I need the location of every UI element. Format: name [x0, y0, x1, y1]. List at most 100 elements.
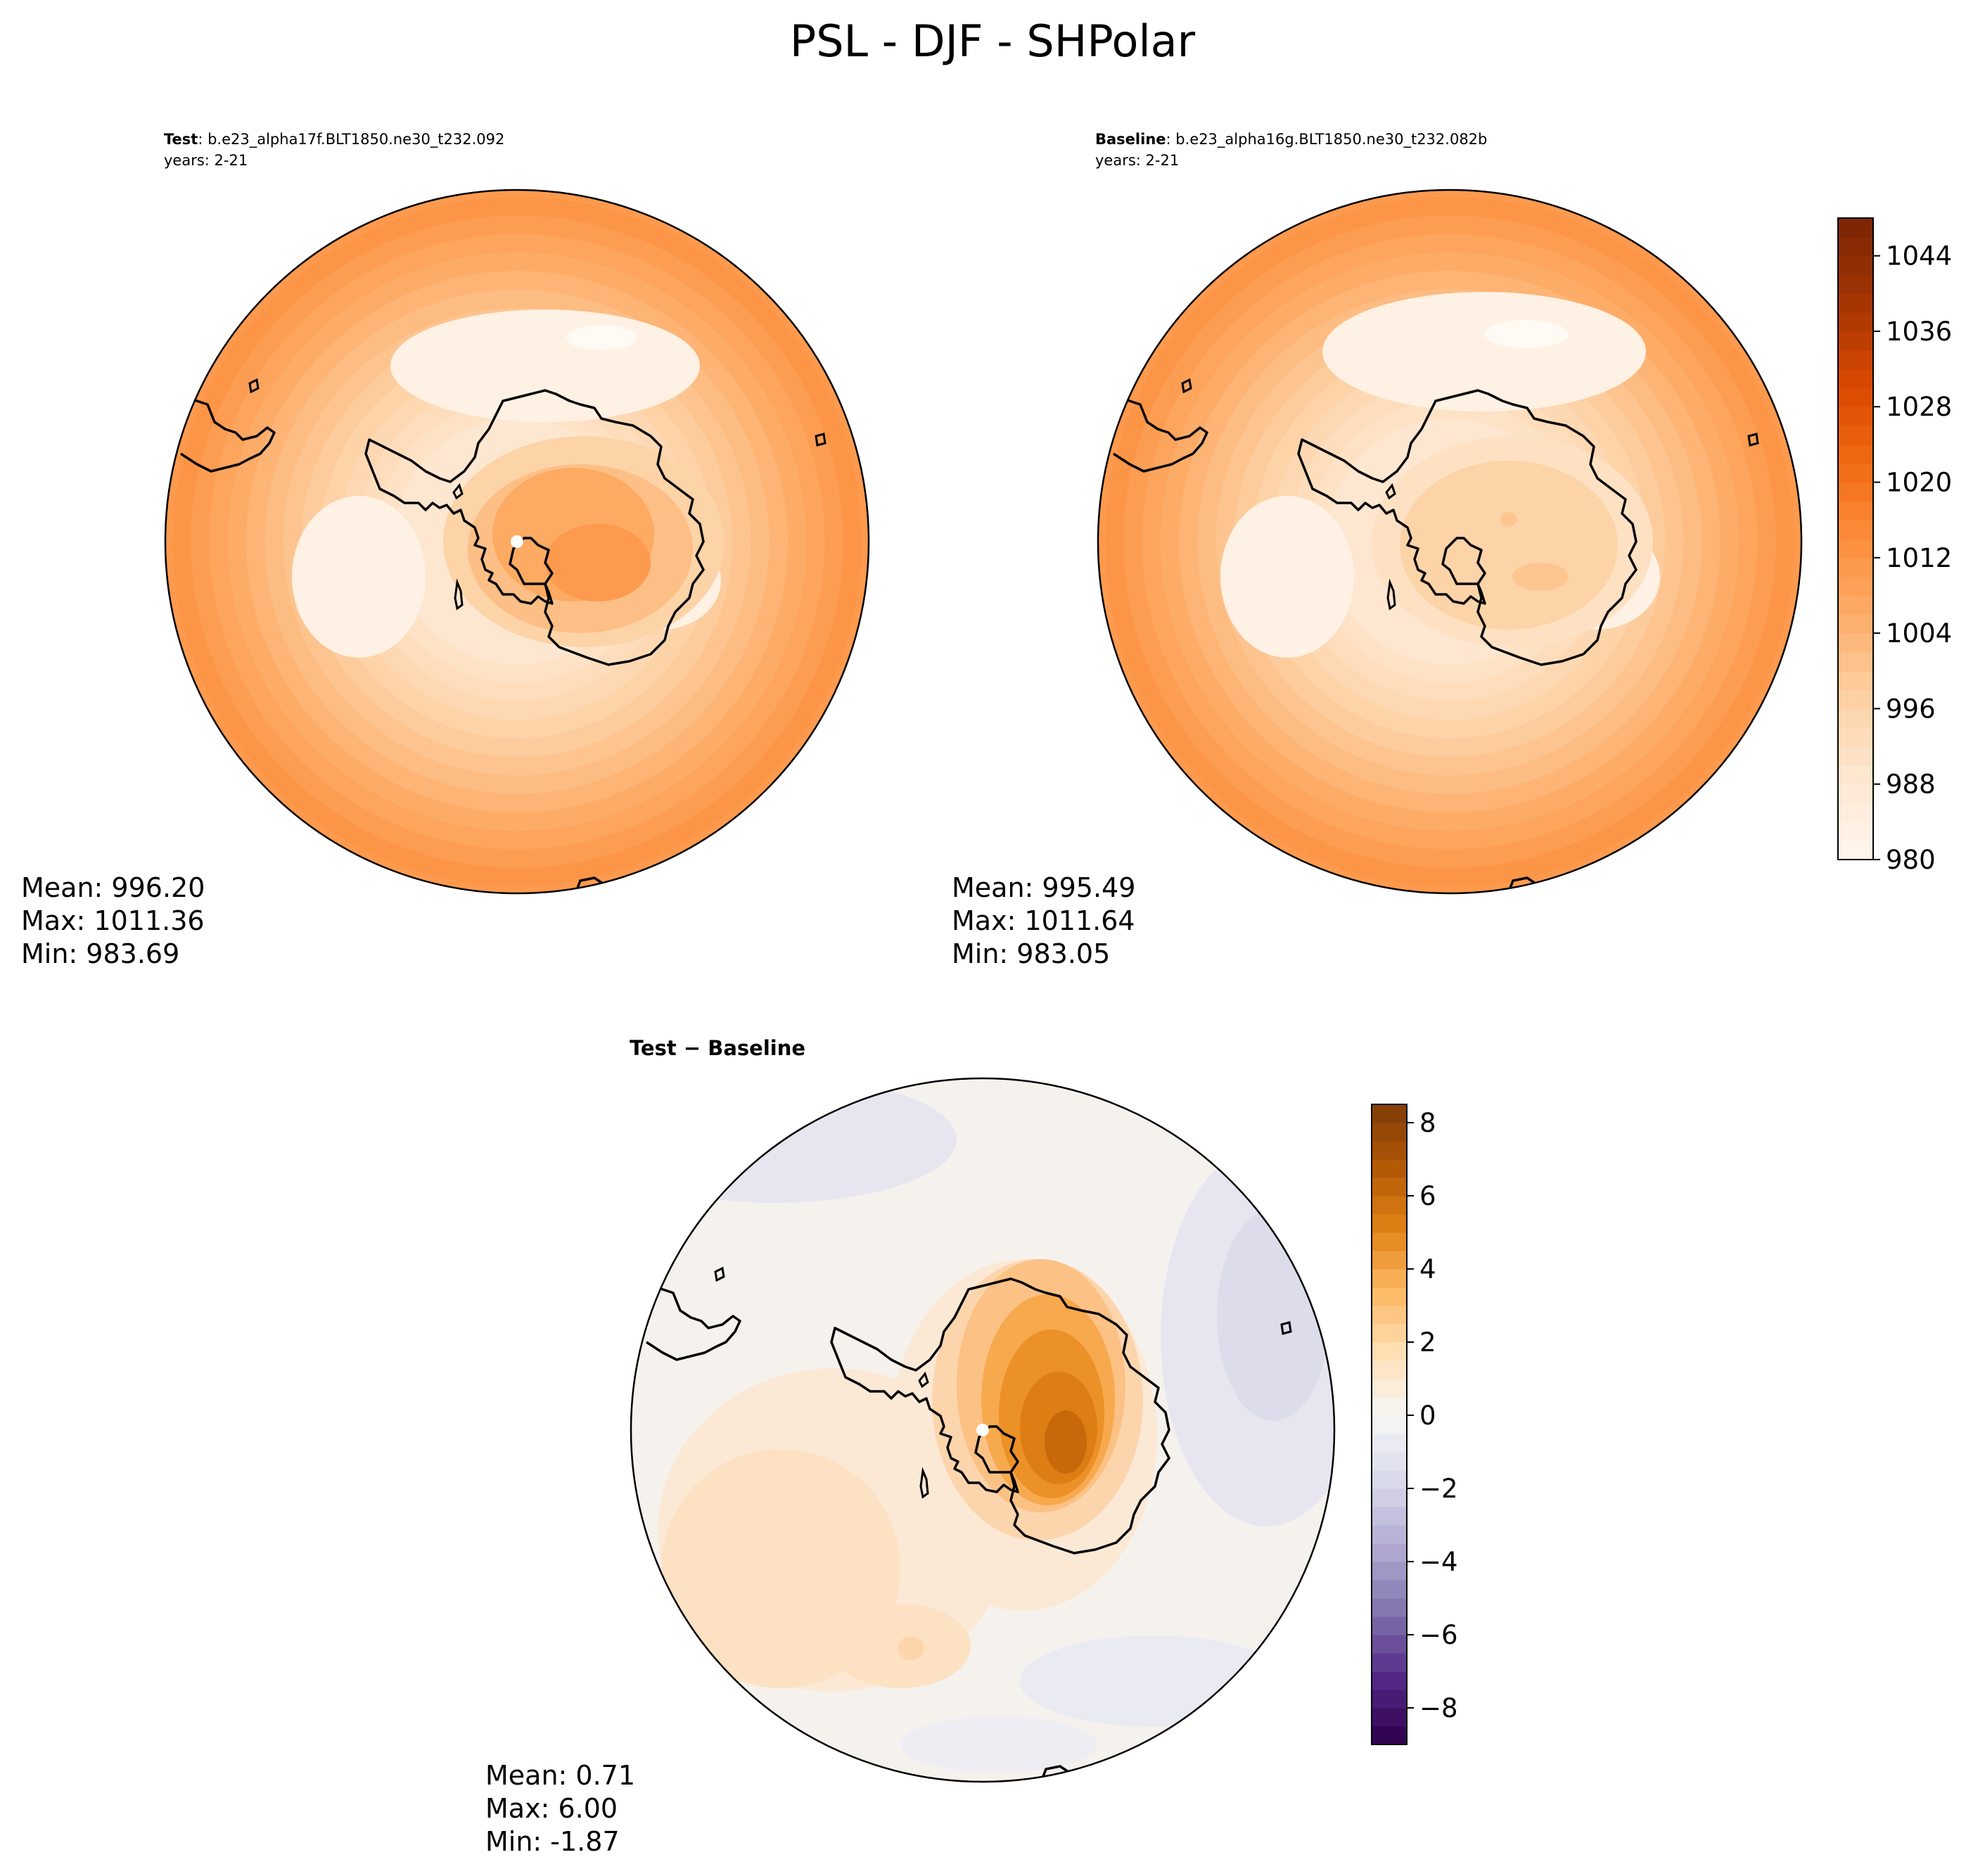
colorbar-band	[1372, 1525, 1407, 1544]
colorbar-band	[1372, 1690, 1407, 1709]
panel-baseline-min: Min: 983.05	[952, 938, 1110, 969]
continent-high	[1372, 436, 1653, 647]
panel-diff-map	[631, 1078, 1334, 1782]
colorbar-band	[1838, 784, 1873, 804]
colorbar-band	[1372, 1342, 1407, 1361]
colorbar-absolute-frame	[1837, 217, 1874, 860]
colorbar-band	[1838, 727, 1873, 747]
colorbar-band	[1372, 1214, 1407, 1233]
colorbar-band	[1838, 822, 1873, 841]
colorbar-band	[1372, 1232, 1407, 1251]
colorbar-band	[1838, 651, 1873, 672]
colorbar-tick-label: −6	[1419, 1620, 1458, 1650]
positive-anomalies	[658, 1259, 1157, 1692]
colorbar-band	[1372, 1580, 1407, 1599]
colorbar-band	[1838, 369, 1873, 389]
panel-baseline-title-rest: : b.e23_alpha16g.BLT1850.ne30_t232.082b	[1166, 131, 1488, 148]
panel-diff: Test − Baseline	[485, 1036, 1336, 1857]
colorbar-band	[1372, 1379, 1407, 1398]
colorbar-tick-label: 1012	[1886, 543, 1952, 573]
colorbar-band	[1838, 746, 1873, 766]
colorbar-band	[1372, 1653, 1407, 1672]
colorbar-band	[1838, 444, 1873, 464]
colorbar-band	[1838, 236, 1873, 257]
panel-baseline-title: Baseline: b.e23_alpha16g.BLT1850.ne30_t2…	[1095, 131, 1487, 148]
colorbar-band	[1838, 274, 1873, 294]
colorbar-band	[1372, 1415, 1407, 1434]
colorbar-tick-label: 1020	[1886, 468, 1952, 498]
colorbar-tick-label: 996	[1886, 694, 1936, 724]
colorbar-band	[1838, 520, 1873, 540]
colorbar-band	[1838, 689, 1873, 710]
panel-test-title-bold: Test	[164, 131, 198, 148]
colorbar-band	[1372, 1543, 1407, 1562]
continent-high	[443, 436, 725, 647]
colorbar-band	[1838, 463, 1873, 483]
colorbar-band	[1372, 1324, 1407, 1343]
colorbar-band	[1372, 1507, 1407, 1526]
colorbar-band	[1372, 1397, 1407, 1416]
colorbar-band	[1838, 708, 1873, 728]
colorbar-diff-bands	[1372, 1104, 1407, 1745]
colorbar-band	[1838, 426, 1873, 445]
colorbar-tick-label: 0	[1419, 1400, 1436, 1431]
colorbar-band	[1372, 1287, 1407, 1306]
colorbar-tick-label: 1036	[1886, 317, 1952, 347]
colorbar-absolute-ticks: 980 988 996 1004 1012 1020 1028 1036 1044	[1873, 241, 1952, 875]
colorbar-tick-label: 1028	[1886, 392, 1952, 422]
panel-baseline: Baseline: b.e23_alpha16g.BLT1850.ne30_t2…	[952, 131, 1803, 969]
colorbar-band	[1372, 1562, 1407, 1581]
colorbar-band	[1372, 1452, 1407, 1471]
colorbar-band	[1372, 1159, 1407, 1178]
panel-test-title-rest: : b.e23_alpha17f.BLT1850.ne30_t232.092	[198, 131, 504, 148]
colorbar-band	[1372, 1470, 1407, 1489]
colorbar-tick-label: 8	[1419, 1108, 1436, 1138]
panel-test: Test: b.e23_alpha17f.BLT1850.ne30_t232.0…	[21, 131, 870, 969]
colorbar-band	[1838, 331, 1873, 351]
panel-test-max: Max: 1011.36	[21, 905, 205, 936]
colorbar-band	[1838, 670, 1873, 691]
colorbar-band	[1372, 1306, 1407, 1325]
panel-diff-max: Max: 6.00	[485, 1793, 618, 1824]
colorbar-tick-label: 988	[1886, 770, 1936, 800]
colorbar-band	[1838, 765, 1873, 785]
panel-diff-min: Min: -1.87	[485, 1826, 620, 1857]
colorbar-band	[1372, 1141, 1407, 1160]
colorbar-tick-label: 1044	[1886, 241, 1952, 272]
colorbar-band	[1838, 614, 1873, 634]
colorbar-band	[1838, 350, 1873, 370]
colorbar-absolute-bands	[1838, 218, 1873, 860]
colorbar-band	[1838, 539, 1873, 559]
colorbar-band	[1372, 1616, 1407, 1635]
colorbar-band	[1372, 1598, 1407, 1617]
colorbar-band	[1838, 218, 1873, 238]
colorbar-band	[1372, 1269, 1407, 1288]
colorbar-absolute: 980 988 996 1004 1012 1020 1028 1036 1044	[1837, 217, 1952, 875]
colorbar-band	[1372, 1104, 1407, 1123]
panel-test-years: years: 2-21	[164, 152, 248, 169]
colorbar-band	[1372, 1434, 1407, 1453]
colorbar-band	[1838, 557, 1873, 578]
panel-baseline-years: years: 2-21	[1095, 152, 1179, 169]
colorbar-band	[1372, 1671, 1407, 1690]
pole-marker	[511, 535, 523, 548]
colorbar-tick-label: 2	[1419, 1327, 1436, 1358]
colorbar-band	[1372, 1708, 1407, 1727]
colorbar-diff-ticks: −8 −6 −4 −2 0 2 4 6 8	[1407, 1108, 1458, 1723]
panel-test-title: Test: b.e23_alpha17f.BLT1850.ne30_t232.0…	[164, 131, 504, 148]
figure-title: PSL - DJF - SHPolar	[790, 15, 1196, 67]
colorbar-band	[1838, 803, 1873, 822]
panel-baseline-title-bold: Baseline	[1095, 131, 1166, 148]
colorbar-band	[1372, 1251, 1407, 1270]
panel-test-mean: Mean: 996.20	[21, 872, 205, 903]
colorbar-tick-label: 980	[1886, 845, 1936, 875]
colorbar-tick-label: −2	[1419, 1474, 1458, 1504]
colorbar-band	[1372, 1488, 1407, 1507]
colorbar-tick-label: 6	[1419, 1181, 1436, 1211]
panel-diff-boundary	[630, 1077, 1336, 1783]
panel-diff-mean: Mean: 0.71	[485, 1760, 635, 1791]
colorbar-diff-frame	[1371, 1104, 1408, 1745]
colorbar-band	[1838, 841, 1873, 860]
colorbar-band	[1372, 1123, 1407, 1142]
colorbar-diff: −8 −6 −4 −2 0 2 4 6 8	[1371, 1104, 1458, 1745]
